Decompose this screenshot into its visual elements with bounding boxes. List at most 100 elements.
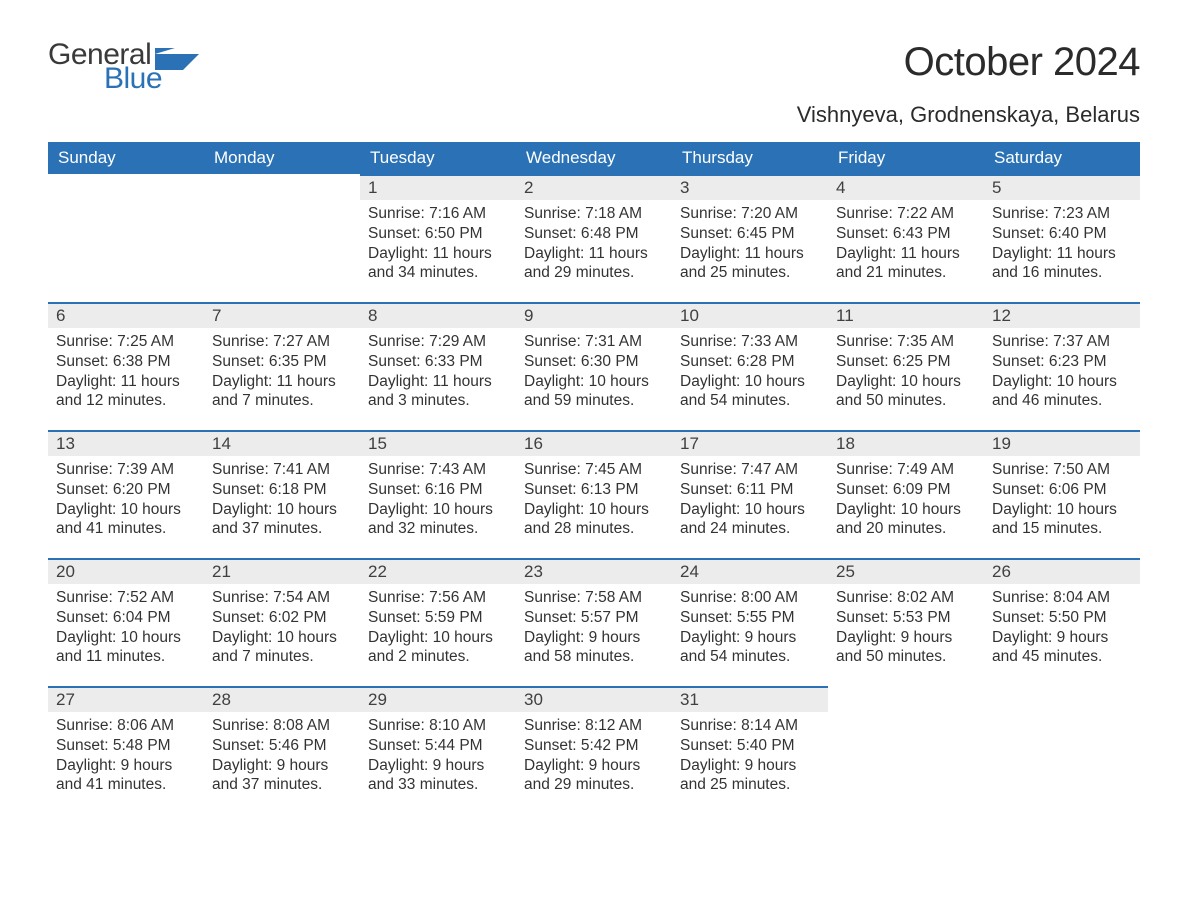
sunset-text: Sunset: 6:09 PM xyxy=(836,480,976,500)
sunset-text: Sunset: 5:42 PM xyxy=(524,736,664,756)
daylight-text: Daylight: 9 hours and 45 minutes. xyxy=(992,628,1132,668)
calendar-cell-blank xyxy=(48,174,204,302)
sunset-text: Sunset: 6:35 PM xyxy=(212,352,352,372)
sunset-text: Sunset: 6:02 PM xyxy=(212,608,352,628)
day-body: Sunrise: 8:02 AMSunset: 5:53 PMDaylight:… xyxy=(828,584,984,677)
day-header: Wednesday xyxy=(516,142,672,174)
daylight-text: Daylight: 11 hours and 34 minutes. xyxy=(368,244,508,284)
calendar-cell: 23Sunrise: 7:58 AMSunset: 5:57 PMDayligh… xyxy=(516,558,672,686)
day-number: 13 xyxy=(48,430,204,456)
day-body: Sunrise: 7:47 AMSunset: 6:11 PMDaylight:… xyxy=(672,456,828,549)
day-number: 22 xyxy=(360,558,516,584)
day-body: Sunrise: 7:35 AMSunset: 6:25 PMDaylight:… xyxy=(828,328,984,421)
calendar-cell-blank xyxy=(828,686,984,814)
day-number xyxy=(828,686,984,710)
sunrise-text: Sunrise: 8:06 AM xyxy=(56,716,196,736)
day-number: 24 xyxy=(672,558,828,584)
daylight-text: Daylight: 9 hours and 58 minutes. xyxy=(524,628,664,668)
calendar-cell: 26Sunrise: 8:04 AMSunset: 5:50 PMDayligh… xyxy=(984,558,1140,686)
sunrise-text: Sunrise: 7:37 AM xyxy=(992,332,1132,352)
calendar-cell-blank xyxy=(204,174,360,302)
sunset-text: Sunset: 6:23 PM xyxy=(992,352,1132,372)
sunset-text: Sunset: 6:18 PM xyxy=(212,480,352,500)
sunrise-text: Sunrise: 8:00 AM xyxy=(680,588,820,608)
calendar-cell: 28Sunrise: 8:08 AMSunset: 5:46 PMDayligh… xyxy=(204,686,360,814)
day-number: 15 xyxy=(360,430,516,456)
sunrise-text: Sunrise: 7:50 AM xyxy=(992,460,1132,480)
sunrise-text: Sunrise: 8:10 AM xyxy=(368,716,508,736)
day-number: 1 xyxy=(360,174,516,200)
day-header: Friday xyxy=(828,142,984,174)
daylight-text: Daylight: 11 hours and 7 minutes. xyxy=(212,372,352,412)
day-number: 12 xyxy=(984,302,1140,328)
sunrise-text: Sunrise: 7:20 AM xyxy=(680,204,820,224)
day-number: 20 xyxy=(48,558,204,584)
day-header: Sunday xyxy=(48,142,204,174)
day-number: 9 xyxy=(516,302,672,328)
location-subtitle: Vishnyeva, Grodnenskaya, Belarus xyxy=(48,102,1140,128)
sunset-text: Sunset: 6:30 PM xyxy=(524,352,664,372)
day-number: 28 xyxy=(204,686,360,712)
calendar-cell: 5Sunrise: 7:23 AMSunset: 6:40 PMDaylight… xyxy=(984,174,1140,302)
calendar-cell: 1Sunrise: 7:16 AMSunset: 6:50 PMDaylight… xyxy=(360,174,516,302)
day-number: 19 xyxy=(984,430,1140,456)
day-body: Sunrise: 7:23 AMSunset: 6:40 PMDaylight:… xyxy=(984,200,1140,293)
sunset-text: Sunset: 6:38 PM xyxy=(56,352,196,372)
day-number: 6 xyxy=(48,302,204,328)
sunrise-text: Sunrise: 7:41 AM xyxy=(212,460,352,480)
sunrise-text: Sunrise: 7:43 AM xyxy=(368,460,508,480)
calendar-cell: 24Sunrise: 8:00 AMSunset: 5:55 PMDayligh… xyxy=(672,558,828,686)
calendar-cell: 14Sunrise: 7:41 AMSunset: 6:18 PMDayligh… xyxy=(204,430,360,558)
daylight-text: Daylight: 11 hours and 25 minutes. xyxy=(680,244,820,284)
sunrise-text: Sunrise: 7:49 AM xyxy=(836,460,976,480)
day-number: 17 xyxy=(672,430,828,456)
day-number: 31 xyxy=(672,686,828,712)
sunrise-text: Sunrise: 7:45 AM xyxy=(524,460,664,480)
daylight-text: Daylight: 9 hours and 33 minutes. xyxy=(368,756,508,796)
day-body: Sunrise: 8:06 AMSunset: 5:48 PMDaylight:… xyxy=(48,712,204,805)
daylight-text: Daylight: 9 hours and 41 minutes. xyxy=(56,756,196,796)
topbar: General Blue October 2024 xyxy=(48,40,1140,94)
sunrise-text: Sunrise: 7:47 AM xyxy=(680,460,820,480)
sunrise-text: Sunrise: 7:54 AM xyxy=(212,588,352,608)
day-body: Sunrise: 7:37 AMSunset: 6:23 PMDaylight:… xyxy=(984,328,1140,421)
sunset-text: Sunset: 5:40 PM xyxy=(680,736,820,756)
sunset-text: Sunset: 5:50 PM xyxy=(992,608,1132,628)
calendar-cell: 2Sunrise: 7:18 AMSunset: 6:48 PMDaylight… xyxy=(516,174,672,302)
day-number: 10 xyxy=(672,302,828,328)
sunset-text: Sunset: 5:57 PM xyxy=(524,608,664,628)
sunrise-text: Sunrise: 7:29 AM xyxy=(368,332,508,352)
day-body: Sunrise: 8:10 AMSunset: 5:44 PMDaylight:… xyxy=(360,712,516,805)
calendar-cell: 17Sunrise: 7:47 AMSunset: 6:11 PMDayligh… xyxy=(672,430,828,558)
day-number: 8 xyxy=(360,302,516,328)
calendar-cell: 19Sunrise: 7:50 AMSunset: 6:06 PMDayligh… xyxy=(984,430,1140,558)
day-body: Sunrise: 7:29 AMSunset: 6:33 PMDaylight:… xyxy=(360,328,516,421)
day-body: Sunrise: 7:50 AMSunset: 6:06 PMDaylight:… xyxy=(984,456,1140,549)
day-body: Sunrise: 7:20 AMSunset: 6:45 PMDaylight:… xyxy=(672,200,828,293)
calendar-cell: 7Sunrise: 7:27 AMSunset: 6:35 PMDaylight… xyxy=(204,302,360,430)
day-body: Sunrise: 7:18 AMSunset: 6:48 PMDaylight:… xyxy=(516,200,672,293)
day-number: 2 xyxy=(516,174,672,200)
sunrise-text: Sunrise: 8:04 AM xyxy=(992,588,1132,608)
day-number: 30 xyxy=(516,686,672,712)
calendar-cell: 15Sunrise: 7:43 AMSunset: 6:16 PMDayligh… xyxy=(360,430,516,558)
daylight-text: Daylight: 10 hours and 54 minutes. xyxy=(680,372,820,412)
day-body: Sunrise: 7:45 AMSunset: 6:13 PMDaylight:… xyxy=(516,456,672,549)
sunset-text: Sunset: 6:13 PM xyxy=(524,480,664,500)
sunset-text: Sunset: 6:04 PM xyxy=(56,608,196,628)
sunrise-text: Sunrise: 8:08 AM xyxy=(212,716,352,736)
day-header: Saturday xyxy=(984,142,1140,174)
day-number: 18 xyxy=(828,430,984,456)
day-body: Sunrise: 8:04 AMSunset: 5:50 PMDaylight:… xyxy=(984,584,1140,677)
sunrise-text: Sunrise: 7:58 AM xyxy=(524,588,664,608)
calendar-cell: 25Sunrise: 8:02 AMSunset: 5:53 PMDayligh… xyxy=(828,558,984,686)
day-header: Thursday xyxy=(672,142,828,174)
daylight-text: Daylight: 10 hours and 28 minutes. xyxy=(524,500,664,540)
calendar-cell: 3Sunrise: 7:20 AMSunset: 6:45 PMDaylight… xyxy=(672,174,828,302)
day-body: Sunrise: 7:56 AMSunset: 5:59 PMDaylight:… xyxy=(360,584,516,677)
calendar-cell: 11Sunrise: 7:35 AMSunset: 6:25 PMDayligh… xyxy=(828,302,984,430)
calendar-cell: 29Sunrise: 8:10 AMSunset: 5:44 PMDayligh… xyxy=(360,686,516,814)
daylight-text: Daylight: 9 hours and 37 minutes. xyxy=(212,756,352,796)
calendar-cell: 4Sunrise: 7:22 AMSunset: 6:43 PMDaylight… xyxy=(828,174,984,302)
calendar-cell: 18Sunrise: 7:49 AMSunset: 6:09 PMDayligh… xyxy=(828,430,984,558)
